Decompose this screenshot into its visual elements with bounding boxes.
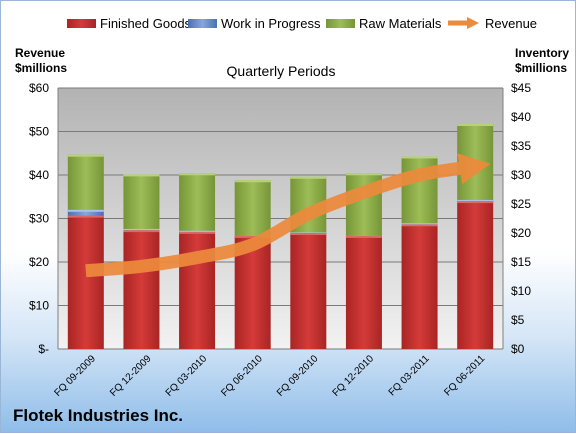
legend-swatch-finished-goods [67, 19, 96, 28]
x-tick-label: FQ 12-2010 [331, 353, 377, 399]
x-tick-label: FQ 06-2010 [219, 353, 265, 399]
bar-finished-goods [401, 224, 438, 349]
left-tick-label: $- [38, 342, 49, 356]
left-axis-title-line2: $millions [15, 61, 67, 75]
bar-finished-goods [123, 230, 160, 349]
bar-top-finished-goods [123, 230, 160, 233]
chart-title: Quarterly Periods [227, 63, 336, 79]
bar-top-finished-goods [457, 201, 494, 204]
bar-top-raw-materials [290, 176, 327, 179]
bar-top-finished-goods [401, 224, 438, 227]
left-axis-title-line1: Revenue [15, 46, 65, 60]
bar-raw-materials [67, 154, 104, 210]
bar-top-work-in-progress [67, 209, 104, 212]
bar-top-raw-materials [345, 173, 382, 176]
right-axis-title-line1: Inventory [515, 46, 569, 60]
legend-swatch-raw-materials [326, 19, 355, 28]
left-axis-ticks: $- $10 $20 $30 $40 $50 $60 [29, 81, 49, 356]
x-tick-label: FQ 09-2009 [52, 353, 98, 399]
bar-top-work-in-progress [457, 199, 494, 202]
bar-top-finished-goods [67, 215, 104, 218]
legend-label-work-in-progress: Work in Progress [221, 16, 321, 31]
bar-top-finished-goods [290, 233, 327, 235]
bar-top-finished-goods [345, 235, 382, 238]
legend-item-finished-goods[interactable]: Finished Goods [67, 16, 192, 31]
revenue-line-layer [85, 153, 491, 278]
bar-top-work-in-progress [290, 232, 327, 233]
bar-top-raw-materials [179, 173, 216, 176]
x-tick-label: FQ 03-2011 [387, 353, 432, 398]
bar-top-finished-goods [234, 235, 271, 238]
bar-top-work-in-progress [401, 223, 438, 225]
legend-label-finished-goods: Finished Goods [100, 16, 192, 31]
right-tick-label: $15 [511, 255, 531, 269]
bar-finished-goods [67, 215, 104, 349]
right-tick-label: $40 [511, 110, 531, 124]
right-tick-label: $20 [511, 226, 531, 240]
left-tick-label: $10 [29, 299, 49, 313]
right-axis-ticks: $0 $5 $10 $15 $20 $25 $30 $35 $40 $45 [511, 81, 531, 356]
left-tick-label: $60 [29, 81, 49, 95]
bar-top-raw-materials [401, 156, 438, 159]
left-tick-label: $30 [29, 212, 49, 226]
bar-top-raw-materials [123, 174, 160, 177]
legend: Finished Goods Work in Progress Raw Mate… [67, 16, 537, 31]
bar-raw-materials [234, 180, 271, 236]
legend-item-work-in-progress[interactable]: Work in Progress [188, 16, 321, 31]
company-name: Flotek Industries Inc. [13, 406, 183, 425]
right-tick-label: $10 [511, 284, 531, 298]
right-tick-label: $5 [511, 313, 525, 327]
bar-raw-materials [123, 174, 160, 229]
x-tick-label: FQ 03-2010 [164, 353, 210, 399]
left-tick-label: $20 [29, 255, 49, 269]
bar-top-raw-materials [234, 180, 271, 183]
bar-finished-goods [290, 233, 327, 349]
x-tick-label: FQ 09-2010 [275, 353, 321, 399]
right-tick-label: $25 [511, 197, 531, 211]
x-tick-label: FQ 12-2009 [108, 353, 154, 399]
right-tick-label: $30 [511, 168, 531, 182]
legend-swatch-work-in-progress [188, 19, 217, 28]
bar-raw-materials [179, 173, 216, 231]
bar-top-raw-materials [67, 154, 104, 157]
left-tick-label: $50 [29, 125, 49, 139]
right-tick-label: $0 [511, 342, 525, 356]
bar-top-work-in-progress [123, 228, 160, 231]
bar-work-in-progress [67, 209, 104, 216]
x-axis-ticks: FQ 09-2009 FQ 12-2009 FQ 03-2010 FQ 06-2010… [52, 353, 487, 399]
legend-item-revenue[interactable]: Revenue [448, 16, 537, 31]
x-tick-label: FQ 06-2011 [442, 353, 487, 398]
bar-top-work-in-progress [179, 230, 216, 232]
legend-item-raw-materials[interactable]: Raw Materials [326, 16, 442, 31]
legend-label-revenue: Revenue [485, 16, 537, 31]
bar-top-raw-materials [457, 123, 494, 126]
right-axis-title-line2: $millions [515, 61, 567, 75]
right-tick-label: $45 [511, 81, 531, 95]
revenue-line [85, 153, 491, 278]
left-tick-label: $40 [29, 168, 49, 182]
right-tick-label: $35 [511, 139, 531, 153]
bar-top-finished-goods [179, 231, 216, 234]
legend-label-raw-materials: Raw Materials [359, 16, 442, 31]
bar-finished-goods [457, 201, 494, 349]
bar-finished-goods [345, 235, 382, 349]
